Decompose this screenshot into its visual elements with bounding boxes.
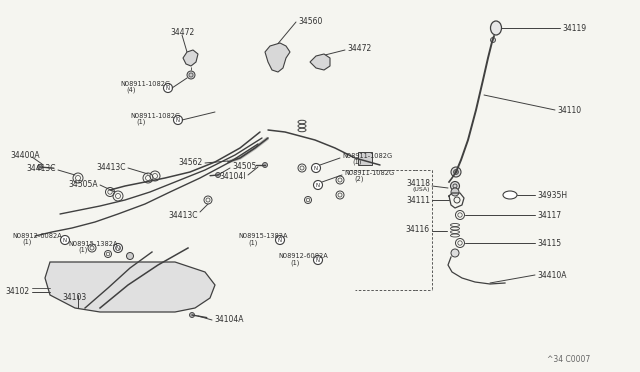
Circle shape	[189, 312, 195, 317]
Text: N: N	[314, 166, 318, 170]
Text: ^34 C0007: ^34 C0007	[547, 356, 590, 365]
Circle shape	[163, 83, 173, 93]
Circle shape	[61, 235, 70, 244]
Text: 34116: 34116	[406, 224, 430, 234]
Text: N: N	[116, 246, 120, 250]
Text: 34413C: 34413C	[168, 211, 198, 219]
Text: 34111: 34111	[406, 196, 430, 205]
Text: (1): (1)	[22, 239, 31, 245]
Text: 34413C: 34413C	[97, 163, 126, 171]
Text: 34400A: 34400A	[10, 151, 40, 160]
Text: N: N	[176, 118, 180, 122]
Text: 34560: 34560	[298, 16, 323, 26]
Text: 34410A: 34410A	[537, 270, 566, 279]
Ellipse shape	[503, 191, 517, 199]
Circle shape	[113, 244, 122, 253]
Text: 34413C: 34413C	[26, 164, 56, 173]
Circle shape	[187, 71, 195, 79]
Text: (USA): (USA)	[413, 186, 430, 192]
Ellipse shape	[490, 21, 502, 35]
Polygon shape	[45, 262, 215, 312]
Circle shape	[173, 115, 182, 125]
Text: N: N	[278, 237, 282, 243]
Text: 34102: 34102	[6, 286, 30, 295]
Circle shape	[216, 173, 221, 177]
Text: N08911-1082G: N08911-1082G	[342, 153, 392, 159]
Circle shape	[91, 296, 99, 304]
Text: (1): (1)	[78, 247, 88, 253]
Text: 34119: 34119	[562, 23, 586, 32]
Polygon shape	[183, 50, 198, 66]
Text: (1): (1)	[352, 159, 362, 165]
Text: 34505: 34505	[232, 161, 257, 170]
Circle shape	[451, 188, 459, 196]
Text: 34472: 34472	[170, 28, 195, 36]
Polygon shape	[358, 152, 372, 165]
Circle shape	[454, 170, 458, 174]
Text: N: N	[166, 86, 170, 90]
Circle shape	[38, 164, 42, 170]
Text: 34562: 34562	[179, 157, 203, 167]
Text: N08911-1082G: N08911-1082G	[130, 113, 180, 119]
Text: (4): (4)	[126, 87, 136, 93]
Circle shape	[451, 182, 460, 190]
Text: N08911-1082G: N08911-1082G	[120, 81, 170, 87]
Circle shape	[314, 256, 323, 264]
Text: 34103: 34103	[62, 292, 86, 301]
Text: N08911-1082G: N08911-1082G	[344, 170, 394, 176]
Text: 34472: 34472	[347, 44, 371, 52]
Text: 34118: 34118	[406, 179, 430, 187]
Text: (1): (1)	[290, 260, 300, 266]
Polygon shape	[310, 54, 330, 70]
Circle shape	[451, 249, 459, 257]
Text: 34110: 34110	[557, 106, 581, 115]
Circle shape	[314, 180, 323, 189]
Circle shape	[275, 235, 285, 244]
Text: N08915-1382A: N08915-1382A	[68, 241, 118, 247]
Circle shape	[262, 163, 268, 167]
Text: (2): (2)	[354, 176, 364, 182]
Text: (1): (1)	[136, 119, 145, 125]
Circle shape	[490, 38, 495, 42]
Text: 34935H: 34935H	[537, 190, 567, 199]
Text: 34115: 34115	[537, 238, 561, 247]
Text: 34505A: 34505A	[68, 180, 98, 189]
Text: 34104I: 34104I	[220, 171, 246, 180]
Text: N: N	[63, 237, 67, 243]
Text: N08915-1382A: N08915-1382A	[238, 233, 287, 239]
Text: (1): (1)	[248, 240, 257, 246]
Circle shape	[451, 167, 461, 177]
Circle shape	[312, 164, 321, 173]
Text: N: N	[316, 183, 320, 187]
Text: N08912-6082A: N08912-6082A	[12, 233, 61, 239]
Polygon shape	[265, 43, 290, 72]
Text: 34117: 34117	[537, 211, 561, 219]
Circle shape	[127, 253, 134, 260]
Text: 34104A: 34104A	[214, 315, 243, 324]
Text: N: N	[316, 257, 320, 263]
Text: N08912-6082A: N08912-6082A	[278, 253, 328, 259]
